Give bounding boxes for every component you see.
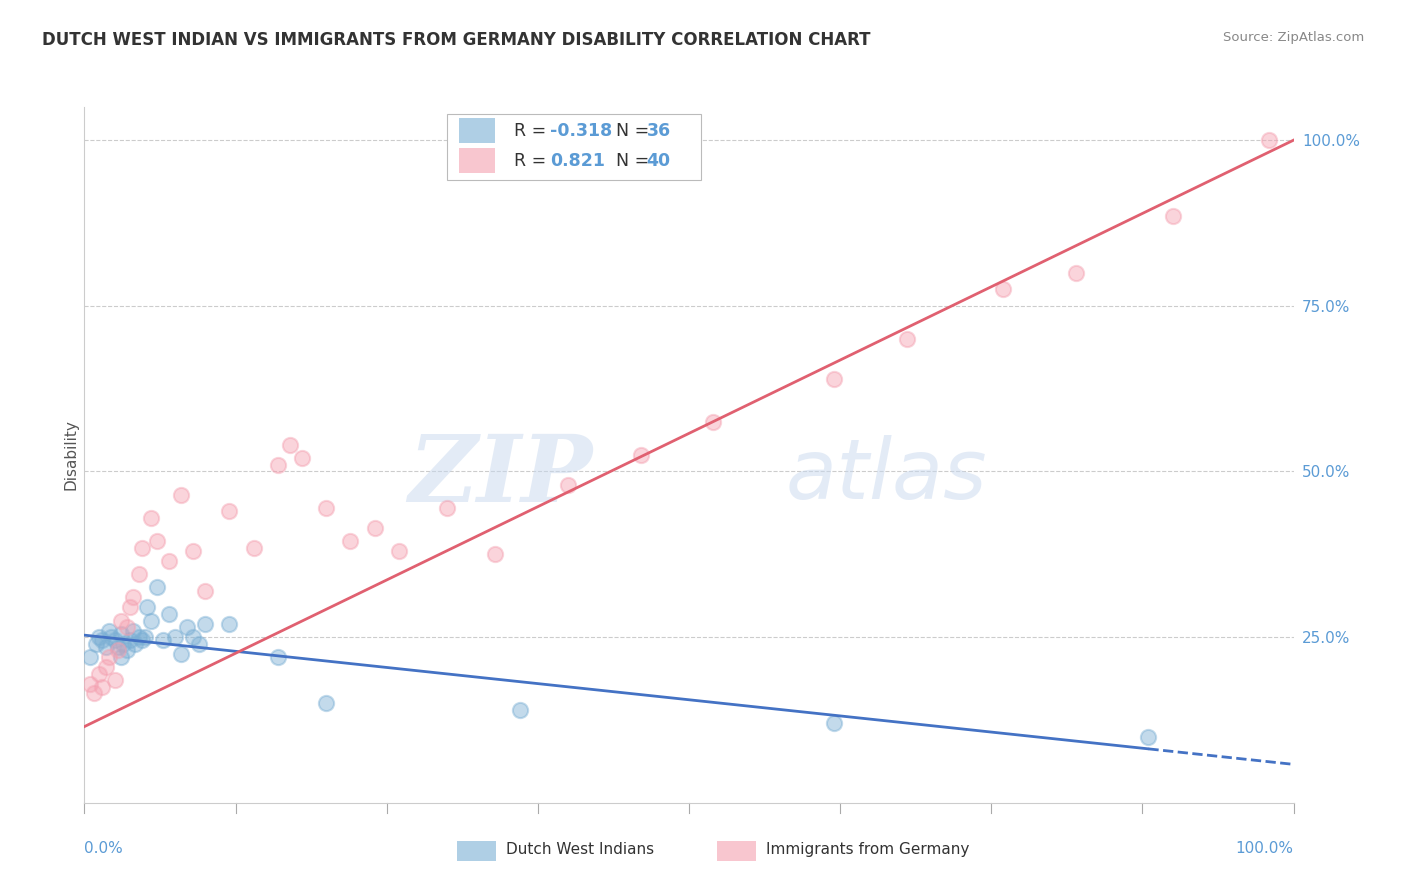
Point	[79, 650, 101, 665]
Point	[128, 567, 150, 582]
Point	[139, 614, 162, 628]
Point	[188, 637, 211, 651]
Y-axis label: Disability: Disability	[63, 419, 79, 491]
Point	[87, 666, 110, 681]
Point	[630, 448, 652, 462]
Point	[124, 637, 146, 651]
Point	[120, 600, 142, 615]
Text: Source: ZipAtlas.com: Source: ZipAtlas.com	[1223, 31, 1364, 45]
Point	[315, 500, 337, 515]
Point	[136, 600, 159, 615]
Point	[146, 534, 169, 549]
Point	[194, 616, 217, 631]
Point	[291, 451, 314, 466]
Point	[157, 554, 180, 568]
Point	[139, 511, 162, 525]
Point	[115, 643, 138, 657]
Point	[557, 477, 579, 491]
Point	[896, 332, 918, 346]
Point	[100, 630, 122, 644]
Text: Immigrants from Germany: Immigrants from Germany	[766, 842, 970, 856]
Point	[242, 541, 264, 555]
Point	[278, 438, 301, 452]
FancyBboxPatch shape	[460, 148, 495, 173]
Text: N =: N =	[616, 121, 650, 139]
Point	[91, 680, 114, 694]
Point	[823, 716, 845, 731]
Point	[79, 676, 101, 690]
Text: R =: R =	[513, 121, 546, 139]
Point	[509, 703, 531, 717]
Point	[176, 620, 198, 634]
Point	[267, 650, 290, 665]
Point	[110, 627, 132, 641]
Point	[134, 630, 156, 644]
Point	[218, 616, 240, 631]
Point	[146, 581, 169, 595]
Point	[128, 630, 150, 644]
Point	[388, 544, 411, 558]
Point	[112, 637, 135, 651]
Point	[83, 686, 105, 700]
Point	[87, 630, 110, 644]
Point	[170, 647, 193, 661]
Point	[993, 282, 1015, 296]
Point	[436, 500, 458, 515]
Text: atlas: atlas	[786, 435, 987, 516]
Point	[94, 660, 117, 674]
Point	[91, 633, 114, 648]
Text: 0.821: 0.821	[550, 152, 605, 170]
Point	[157, 607, 180, 621]
Point	[267, 458, 290, 472]
Point	[104, 673, 127, 688]
Point	[363, 521, 385, 535]
Point	[115, 620, 138, 634]
Point	[170, 488, 193, 502]
Point	[97, 624, 120, 638]
Text: DUTCH WEST INDIAN VS IMMIGRANTS FROM GERMANY DISABILITY CORRELATION CHART: DUTCH WEST INDIAN VS IMMIGRANTS FROM GER…	[42, 31, 870, 49]
Point	[121, 624, 143, 638]
Text: R =: R =	[513, 152, 546, 170]
Point	[702, 415, 724, 429]
FancyBboxPatch shape	[447, 114, 702, 180]
Point	[97, 650, 120, 665]
Point	[1137, 730, 1160, 744]
Point	[823, 372, 845, 386]
Point	[1161, 210, 1184, 224]
Point	[484, 547, 506, 561]
Point	[165, 630, 187, 644]
Point	[107, 640, 129, 654]
Point	[315, 697, 337, 711]
Point	[194, 583, 217, 598]
Point	[110, 614, 132, 628]
Text: 100.0%: 100.0%	[1236, 841, 1294, 856]
Text: -0.318: -0.318	[550, 121, 612, 139]
Point	[131, 633, 153, 648]
Point	[86, 637, 108, 651]
Point	[1064, 266, 1087, 280]
Point	[104, 633, 127, 648]
Point	[110, 650, 132, 665]
Point	[1258, 133, 1281, 147]
Text: ZIP: ZIP	[408, 431, 592, 521]
Point	[107, 643, 129, 657]
Point	[181, 630, 204, 644]
Text: Dutch West Indians: Dutch West Indians	[506, 842, 654, 856]
Text: 0.0%: 0.0%	[84, 841, 124, 856]
Text: 36: 36	[647, 121, 671, 139]
Text: 40: 40	[647, 152, 671, 170]
Point	[181, 544, 204, 558]
Point	[218, 504, 240, 518]
Point	[121, 591, 143, 605]
Point	[120, 633, 142, 648]
Point	[339, 534, 361, 549]
Point	[131, 541, 153, 555]
Text: N =: N =	[616, 152, 650, 170]
FancyBboxPatch shape	[460, 118, 495, 143]
Point	[152, 633, 174, 648]
Point	[94, 640, 117, 654]
